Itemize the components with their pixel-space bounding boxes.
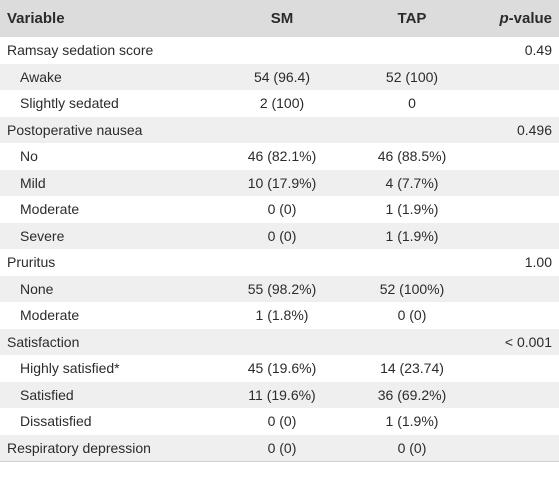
row-sm: 0 (0) bbox=[267, 201, 297, 218]
row-p-value: 0.496 bbox=[516, 121, 552, 138]
table-row: Mild 10 (17.9%) 4 (7.7%) bbox=[0, 169, 559, 196]
row-variable: None bbox=[20, 280, 54, 297]
row-sm: 55 (98.2%) bbox=[247, 280, 317, 297]
table-row: Moderate 0 (0) 1 (1.9%) bbox=[0, 196, 559, 223]
header-p-rest: -value bbox=[508, 10, 552, 27]
row-sm: 0 (0) bbox=[267, 439, 297, 456]
row-tap: 0 (0) bbox=[397, 307, 427, 324]
row-variable: Moderate bbox=[20, 201, 80, 218]
header-sm: SM bbox=[270, 10, 294, 27]
row-sm: 0 (0) bbox=[267, 227, 297, 244]
row-variable: Highly satisfied* bbox=[20, 360, 120, 377]
table-row: Moderate 1 (1.8%) 0 (0) bbox=[0, 302, 559, 329]
header-variable: Variable bbox=[7, 10, 65, 27]
table-row: Severe 0 (0) 1 (1.9%) bbox=[0, 222, 559, 249]
table-row: Ramsay sedation score 0.49 bbox=[0, 37, 559, 64]
row-sm: 0 (0) bbox=[267, 413, 297, 430]
row-tap: 52 (100%) bbox=[379, 280, 445, 297]
row-variable: No bbox=[20, 148, 38, 165]
table-row: None 55 (98.2%) 52 (100%) bbox=[0, 275, 559, 302]
row-variable: Awake bbox=[20, 68, 62, 85]
row-sm: 45 (19.6%) bbox=[247, 360, 317, 377]
row-p-value: 1.00 bbox=[524, 254, 552, 271]
row-sm: 54 (96.4) bbox=[253, 68, 311, 85]
row-variable: Moderate bbox=[20, 307, 80, 324]
row-sm: 10 (17.9%) bbox=[247, 174, 317, 191]
row-sm: 11 (19.6%) bbox=[248, 386, 316, 403]
row-variable: Respiratory depression bbox=[7, 439, 151, 456]
row-tap: 1 (1.9%) bbox=[385, 201, 439, 218]
row-sm: 1 (1.8%) bbox=[255, 307, 309, 324]
row-variable: Dissatisfied bbox=[20, 413, 92, 430]
row-tap: 1 (1.9%) bbox=[385, 413, 439, 430]
table-row: Satisfaction < 0.001 bbox=[0, 328, 559, 355]
row-p-value: 0.49 bbox=[524, 42, 552, 59]
row-tap: 14 (23.74) bbox=[380, 360, 444, 377]
table-row: Slightly sedated 2 (100) 0 bbox=[0, 90, 559, 117]
row-variable: Ramsay sedation score bbox=[7, 42, 154, 59]
row-tap: 1 (1.9%) bbox=[385, 227, 439, 244]
row-tap: 4 (7.7%) bbox=[385, 174, 439, 191]
header-tap: TAP bbox=[397, 10, 427, 27]
row-sm: 46 (82.1%) bbox=[247, 148, 317, 165]
row-tap: 0 (0) bbox=[397, 439, 427, 456]
header-p-value: p-value bbox=[472, 10, 559, 27]
row-tap: 0 bbox=[408, 95, 416, 112]
table-row: Highly satisfied* 45 (19.6%) 14 (23.74) bbox=[0, 355, 559, 382]
row-tap: 36 (69.2%) bbox=[377, 386, 447, 403]
table-row: Awake 54 (96.4) 52 (100) bbox=[0, 63, 559, 90]
table-row: Satisfied 11 (19.6%) 36 (69.2%) bbox=[0, 381, 559, 408]
row-variable: Severe bbox=[20, 227, 65, 244]
row-variable: Postoperative nausea bbox=[7, 121, 143, 138]
table-row: Pruritus 1.00 bbox=[0, 249, 559, 276]
table-row: No 46 (82.1%) 46 (88.5%) bbox=[0, 143, 559, 170]
results-table: Variable SM TAP p-value Ramsay sedation … bbox=[0, 0, 559, 462]
row-variable: Pruritus bbox=[7, 254, 56, 271]
table-row: Postoperative nausea 0.496 bbox=[0, 116, 559, 143]
row-variable: Slightly sedated bbox=[20, 95, 119, 112]
row-tap: 46 (88.5%) bbox=[377, 148, 447, 165]
row-variable: Satisfaction bbox=[7, 333, 80, 350]
row-tap: 52 (100) bbox=[385, 68, 439, 85]
table-row: Dissatisfied 0 (0) 1 (1.9%) bbox=[0, 408, 559, 435]
row-variable: Satisfied bbox=[20, 386, 74, 403]
row-sm: 2 (100) bbox=[259, 95, 305, 112]
header-p-italic: p bbox=[499, 10, 509, 27]
row-variable: Mild bbox=[20, 174, 46, 191]
table-row: Respiratory depression 0 (0) 0 (0) bbox=[0, 434, 559, 462]
row-p-value: < 0.001 bbox=[504, 333, 552, 350]
table-header: Variable SM TAP p-value bbox=[0, 0, 559, 37]
